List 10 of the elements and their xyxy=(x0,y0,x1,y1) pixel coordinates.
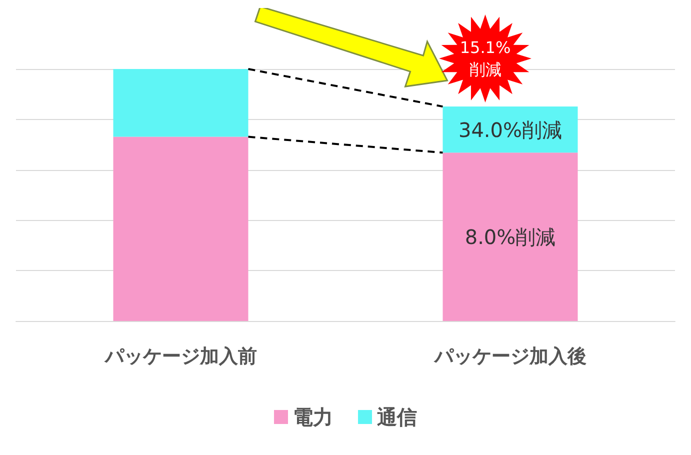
legend-label: 通信 xyxy=(376,405,417,429)
bar xyxy=(442,152,578,321)
annotation: 34.0%削減 xyxy=(457,116,564,143)
annotation: 8.0%削減 xyxy=(464,224,557,250)
legend-label: 電力 xyxy=(293,405,333,429)
bar xyxy=(113,136,248,321)
x-tick-label: パッケージ加入前 xyxy=(104,346,257,368)
bar xyxy=(113,69,248,137)
x-tick-label: パッケージ加入後 xyxy=(433,346,586,368)
annotation: 15.1%削減 xyxy=(459,36,512,81)
